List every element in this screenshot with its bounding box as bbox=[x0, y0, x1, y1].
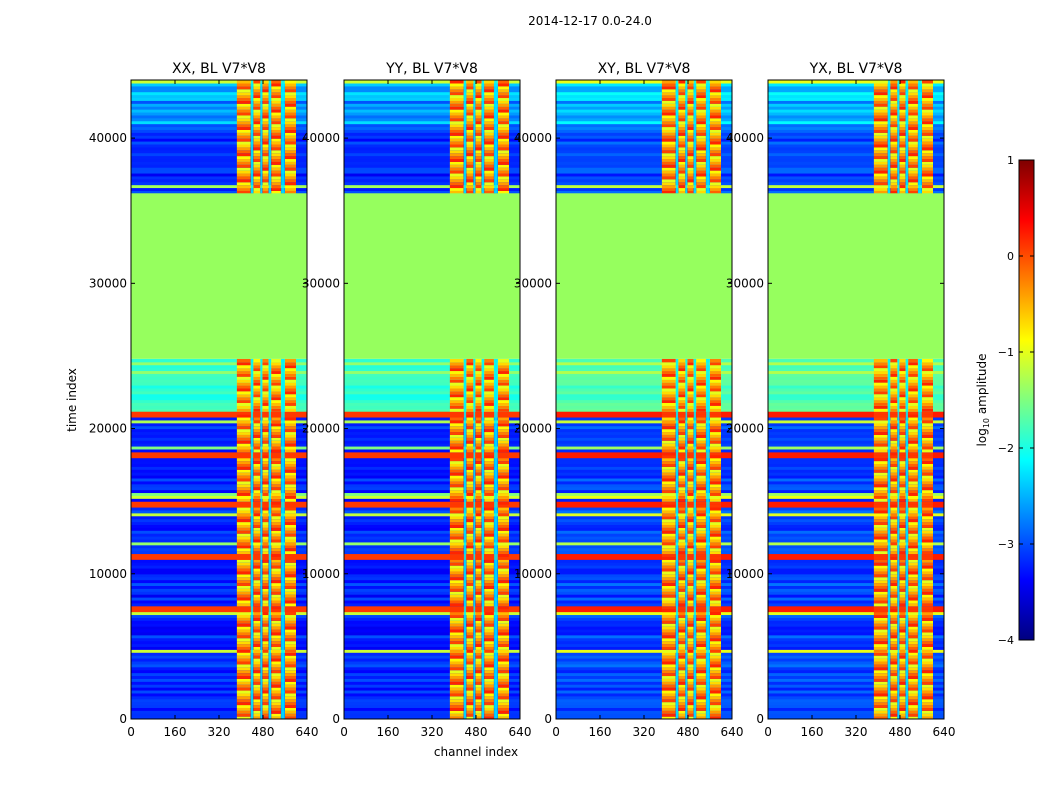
panel-title: XY, BL V7*V8 bbox=[598, 61, 691, 77]
y-tick-label: 40000 bbox=[302, 131, 340, 145]
panel-1: XX, BL V7*V8 0 160 320 480 640 0 10000 20000 3000… bbox=[89, 61, 319, 739]
figure-suptitle: 2014-12-17 0.0-24.0 bbox=[528, 14, 652, 28]
x-tick-label: 320 bbox=[845, 725, 868, 739]
y-tick-label: 40000 bbox=[726, 131, 764, 145]
x-tick-label: 320 bbox=[633, 725, 656, 739]
x-tick-label: 0 bbox=[127, 725, 135, 739]
panel-title: XX, BL V7*V8 bbox=[172, 61, 266, 77]
x-tick-label: 160 bbox=[801, 725, 824, 739]
y-tick-label: 40000 bbox=[514, 131, 552, 145]
y-tick-label: 30000 bbox=[726, 276, 764, 290]
x-tick-label: 160 bbox=[377, 725, 400, 739]
y-tick-label: 20000 bbox=[89, 422, 127, 436]
panel-title: YY, BL V7*V8 bbox=[385, 61, 478, 77]
x-tick-label: 480 bbox=[889, 725, 912, 739]
flagged-region bbox=[556, 193, 732, 359]
flagged-region bbox=[131, 193, 307, 359]
x-tick-label: 320 bbox=[421, 725, 444, 739]
heatmap-image bbox=[556, 80, 732, 719]
panel-2: YY, BL V7*V8 0 160 320 480 640 0 10000 20000 3000… bbox=[302, 61, 532, 739]
panel-4: YX, BL V7*V8 0 160 320 480 640 0 10000 20000 3000… bbox=[726, 61, 956, 739]
x-tick-label: 160 bbox=[589, 725, 612, 739]
x-tick-label: 640 bbox=[296, 725, 319, 739]
x-tick-label: 640 bbox=[509, 725, 532, 739]
x-tick-label: 480 bbox=[677, 725, 700, 739]
y-tick-label: 10000 bbox=[302, 567, 340, 581]
y-axis-label: time index bbox=[65, 368, 79, 432]
x-tick-label: 640 bbox=[933, 725, 956, 739]
flagged-region bbox=[344, 193, 520, 359]
y-tick-label: 0 bbox=[544, 712, 552, 726]
x-tick-label: 0 bbox=[340, 725, 348, 739]
colorbar-gradient bbox=[1018, 159, 1035, 641]
colorbar-tick-label: −2 bbox=[998, 442, 1014, 455]
colorbar-tick-label: 1 bbox=[1007, 154, 1014, 167]
x-tick-label: 480 bbox=[465, 725, 488, 739]
x-tick-label: 480 bbox=[252, 725, 275, 739]
heatmap-image bbox=[344, 80, 520, 719]
heatmap-image bbox=[131, 80, 307, 719]
y-tick-label: 0 bbox=[756, 712, 764, 726]
colorbar-label: log10 amplitude bbox=[975, 354, 991, 447]
y-tick-label: 10000 bbox=[514, 567, 552, 581]
colorbar-tick-label: −4 bbox=[998, 634, 1014, 647]
panel-title: YX, BL V7*V8 bbox=[809, 61, 903, 77]
x-tick-label: 640 bbox=[721, 725, 744, 739]
heatmap-image bbox=[768, 80, 944, 719]
y-tick-label: 20000 bbox=[726, 422, 764, 436]
y-tick-label: 30000 bbox=[514, 276, 552, 290]
colorbar-tick-label: 0 bbox=[1007, 250, 1014, 263]
y-tick-label: 20000 bbox=[514, 422, 552, 436]
y-tick-label: 10000 bbox=[726, 567, 764, 581]
x-tick-label: 0 bbox=[552, 725, 560, 739]
panel-3: XY, BL V7*V8 0 160 320 480 640 0 10000 20000 3000… bbox=[514, 61, 744, 739]
y-tick-label: 20000 bbox=[302, 422, 340, 436]
y-tick-label: 0 bbox=[332, 712, 340, 726]
y-tick-label: 10000 bbox=[89, 567, 127, 581]
x-tick-label: 320 bbox=[208, 725, 231, 739]
y-tick-label: 0 bbox=[119, 712, 127, 726]
flagged-region bbox=[768, 193, 944, 359]
y-tick-label: 30000 bbox=[89, 276, 127, 290]
y-tick-label: 40000 bbox=[89, 131, 127, 145]
colorbar-tick-label: −3 bbox=[998, 538, 1014, 551]
x-tick-label: 0 bbox=[764, 725, 772, 739]
colorbar: −4 −3 −2 −1 0 1 log10 amplitude bbox=[975, 154, 1035, 647]
x-tick-label: 160 bbox=[164, 725, 187, 739]
y-tick-label: 30000 bbox=[302, 276, 340, 290]
x-axis-label: channel index bbox=[434, 745, 518, 759]
colorbar-tick-label: −1 bbox=[998, 346, 1014, 359]
